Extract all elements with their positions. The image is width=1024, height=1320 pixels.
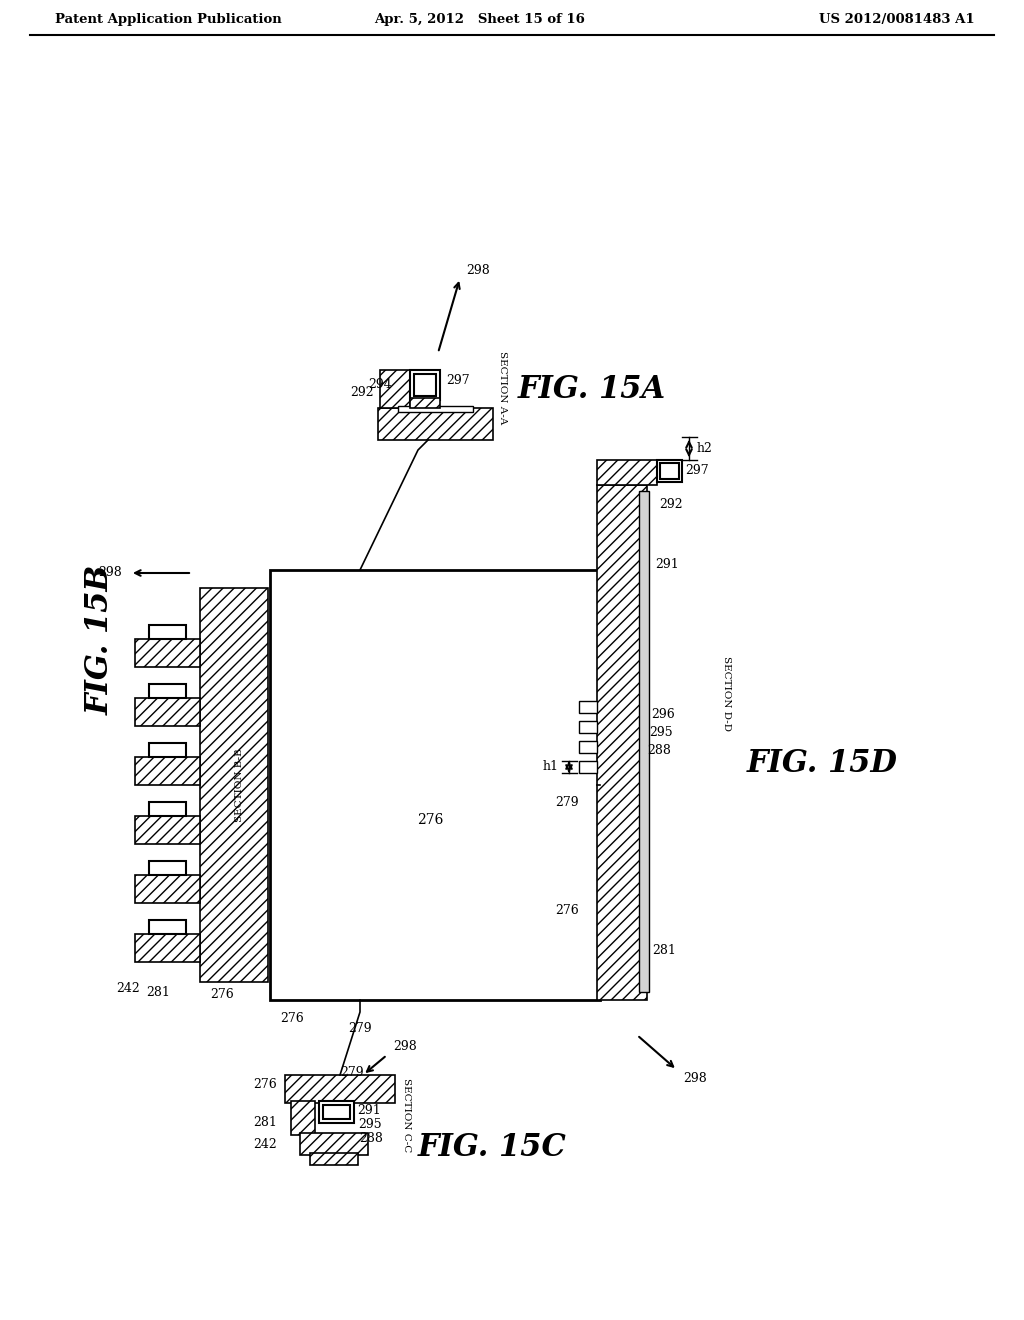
- Bar: [200, 587, 268, 982]
- Bar: [135, 639, 200, 667]
- Text: 295: 295: [358, 1118, 382, 1131]
- Text: 296: 296: [651, 709, 675, 722]
- Text: 298: 298: [98, 566, 122, 579]
- Bar: [135, 816, 200, 843]
- Bar: [150, 624, 186, 639]
- Bar: [597, 459, 657, 484]
- Text: SECTION C-C: SECTION C-C: [402, 1078, 411, 1152]
- Text: FIG. 15D: FIG. 15D: [746, 747, 898, 779]
- Text: 276: 276: [417, 813, 443, 828]
- Bar: [639, 491, 649, 993]
- Text: 297: 297: [446, 374, 470, 387]
- Text: 297: 297: [685, 465, 709, 478]
- Text: 291: 291: [655, 558, 679, 572]
- Bar: [380, 370, 410, 408]
- Bar: [660, 463, 679, 479]
- Text: FIG. 15C: FIG. 15C: [418, 1131, 566, 1163]
- Bar: [135, 756, 200, 785]
- Text: 292: 292: [350, 387, 374, 400]
- Text: Apr. 5, 2012   Sheet 15 of 16: Apr. 5, 2012 Sheet 15 of 16: [375, 13, 586, 26]
- Bar: [410, 399, 440, 408]
- Text: FIG. 15B: FIG. 15B: [85, 565, 116, 715]
- Text: 276: 276: [555, 903, 579, 916]
- Text: US 2012/0081483 A1: US 2012/0081483 A1: [819, 13, 975, 26]
- Bar: [414, 374, 436, 396]
- Bar: [150, 920, 186, 935]
- Bar: [135, 698, 200, 726]
- Bar: [319, 1101, 354, 1123]
- Text: 276: 276: [280, 1011, 304, 1024]
- Text: 292: 292: [659, 499, 683, 511]
- Text: FIG. 15A: FIG. 15A: [518, 375, 667, 405]
- Bar: [579, 762, 597, 774]
- Bar: [579, 701, 597, 713]
- Bar: [291, 1101, 315, 1135]
- Text: 279: 279: [555, 796, 579, 809]
- Bar: [378, 408, 493, 440]
- Bar: [150, 861, 186, 875]
- Text: 242: 242: [117, 982, 140, 994]
- Text: 294: 294: [369, 378, 392, 391]
- Bar: [597, 484, 647, 1001]
- Text: SECTION B-B: SECTION B-B: [236, 748, 245, 822]
- Bar: [150, 684, 186, 698]
- Text: 279: 279: [348, 1022, 372, 1035]
- Bar: [398, 407, 473, 412]
- Text: SECTION D-D: SECTION D-D: [722, 656, 731, 730]
- Text: 281: 281: [253, 1117, 278, 1130]
- Text: h2: h2: [697, 442, 713, 455]
- Text: h1: h1: [543, 760, 559, 774]
- Text: 281: 281: [146, 986, 170, 998]
- Text: 298: 298: [393, 1040, 417, 1053]
- Text: 276: 276: [210, 989, 233, 1002]
- Bar: [579, 721, 597, 733]
- Bar: [657, 459, 682, 482]
- Bar: [270, 570, 600, 1001]
- Text: 298: 298: [683, 1072, 707, 1085]
- Text: 281: 281: [652, 944, 676, 957]
- Text: 276: 276: [253, 1078, 278, 1092]
- Text: Patent Application Publication: Patent Application Publication: [55, 13, 282, 26]
- Bar: [300, 1133, 368, 1155]
- Bar: [285, 1074, 395, 1104]
- Bar: [135, 935, 200, 962]
- Bar: [579, 741, 597, 752]
- Text: 279: 279: [340, 1067, 364, 1080]
- Bar: [310, 1152, 358, 1166]
- Text: SECTION A-A: SECTION A-A: [498, 351, 507, 425]
- Text: 242: 242: [253, 1138, 278, 1151]
- Text: 298: 298: [466, 264, 489, 276]
- Bar: [150, 743, 186, 756]
- Text: 291: 291: [357, 1104, 381, 1117]
- Bar: [410, 370, 440, 400]
- Bar: [323, 1105, 350, 1119]
- Text: 288: 288: [647, 744, 671, 758]
- Bar: [135, 875, 200, 903]
- Text: 288: 288: [359, 1133, 383, 1146]
- Bar: [150, 803, 186, 816]
- Text: 295: 295: [649, 726, 673, 739]
